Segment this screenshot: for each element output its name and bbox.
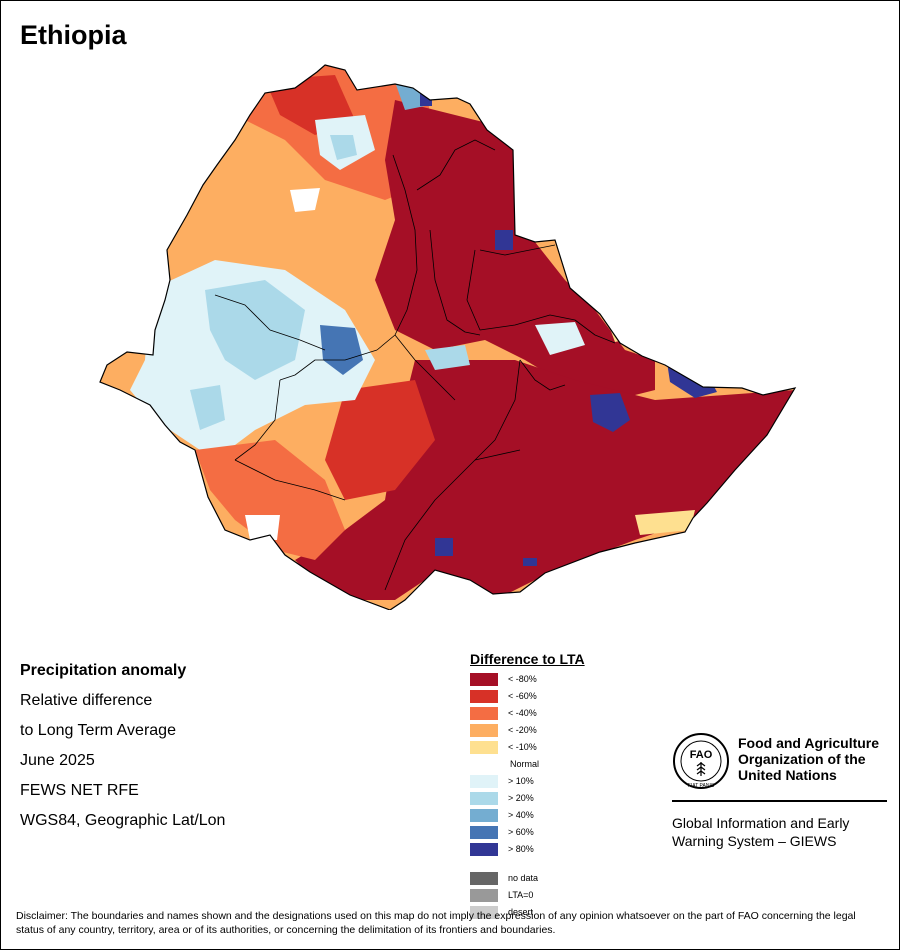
legend-swatch (470, 673, 498, 686)
fao-name-line3: United Nations (738, 767, 837, 783)
legend-row-other-0: no data (470, 870, 585, 887)
legend-label: > 10% (508, 776, 534, 786)
legend-row-wet-2: > 40% (470, 807, 585, 824)
legend-swatch (470, 872, 498, 885)
legend-label: no data (508, 873, 539, 883)
svg-text:FAO: FAO (690, 749, 713, 761)
fao-divider (672, 800, 887, 802)
legend-label: < -60% (508, 691, 537, 701)
info-projection: WGS84, Geographic Lat/Lon (20, 812, 226, 829)
legend-swatch (470, 809, 498, 822)
legend-row-wet-0: > 10% (470, 773, 585, 790)
info-line2: to Long Term Average (20, 722, 176, 739)
info-heading: Precipitation anomaly (20, 662, 187, 679)
legend-title: Difference to LTA (470, 651, 585, 667)
legend-row-dry-0: < -80% (470, 671, 585, 688)
info-source: FEWS NET RFE (20, 782, 139, 799)
fao-logo-icon: FAO FIAT PANIS (673, 733, 729, 789)
fao-name-block: Food and Agriculture Organization of the… (738, 735, 898, 783)
map-title: Ethiopia (20, 20, 127, 50)
legend-label: desert (508, 907, 534, 917)
legend-swatch (470, 906, 498, 919)
legend-row-wet-3: > 60% (470, 824, 585, 841)
legend-label: > 20% (508, 793, 534, 803)
legend-label: < -40% (508, 708, 537, 718)
legend-row-other-1: LTA=0 (470, 887, 585, 904)
info-line1: Relative difference (20, 692, 153, 709)
legend-row-dry-4: < -10% (470, 739, 585, 756)
legend-swatch (470, 792, 498, 805)
legend-label: > 60% (508, 827, 534, 837)
map-info-block: Precipitation anomaly Relative differenc… (20, 656, 225, 836)
legend-normal-label: Normal (510, 759, 540, 769)
legend-row-wet-4: > 80% (470, 841, 585, 858)
giews-block: Global Information and Early Warning Sys… (672, 814, 892, 850)
info-date: June 2025 (20, 752, 95, 769)
legend-row-other-2: desert (470, 904, 585, 921)
legend-label: > 80% (508, 844, 534, 854)
legend-dry-group: < -80% < -60% < -40% < -20% < -10% (470, 671, 585, 756)
legend-swatch (470, 775, 498, 788)
ethiopia-anomaly-map (99, 64, 797, 610)
legend-swatch (470, 843, 498, 856)
legend-swatch (470, 707, 498, 720)
legend-swatch (470, 690, 498, 703)
legend-row-dry-3: < -20% (470, 722, 585, 739)
legend-wet-group: > 10% > 20% > 40% > 60% > 80% (470, 773, 585, 858)
legend-row-dry-2: < -40% (470, 705, 585, 722)
giews-line1: Global Information and Early (672, 815, 850, 831)
legend-label: < -20% (508, 725, 537, 735)
fao-name-line1: Food and Agriculture (738, 735, 880, 751)
legend-swatch (470, 889, 498, 902)
legend-label: > 40% (508, 810, 534, 820)
legend: Difference to LTA < -80% < -60% < -40% < -2… (470, 651, 585, 921)
legend-row-dry-1: < -60% (470, 688, 585, 705)
legend-label: < -10% (508, 742, 537, 752)
legend-normal-row: Normal (470, 756, 585, 773)
giews-line2: Warning System – GIEWS (672, 833, 837, 849)
legend-other-group: no data LTA=0 desert (470, 870, 585, 921)
legend-swatch (470, 724, 498, 737)
legend-swatch (470, 741, 498, 754)
fao-name-line2: Organization of the (738, 751, 866, 767)
legend-row-wet-1: > 20% (470, 790, 585, 807)
legend-label: LTA=0 (508, 890, 534, 900)
legend-label: < -80% (508, 674, 537, 684)
svg-text:FIAT PANIS: FIAT PANIS (688, 783, 715, 789)
disclaimer-text: Disclaimer: The boundaries and names sho… (16, 910, 856, 936)
legend-swatch (470, 826, 498, 839)
